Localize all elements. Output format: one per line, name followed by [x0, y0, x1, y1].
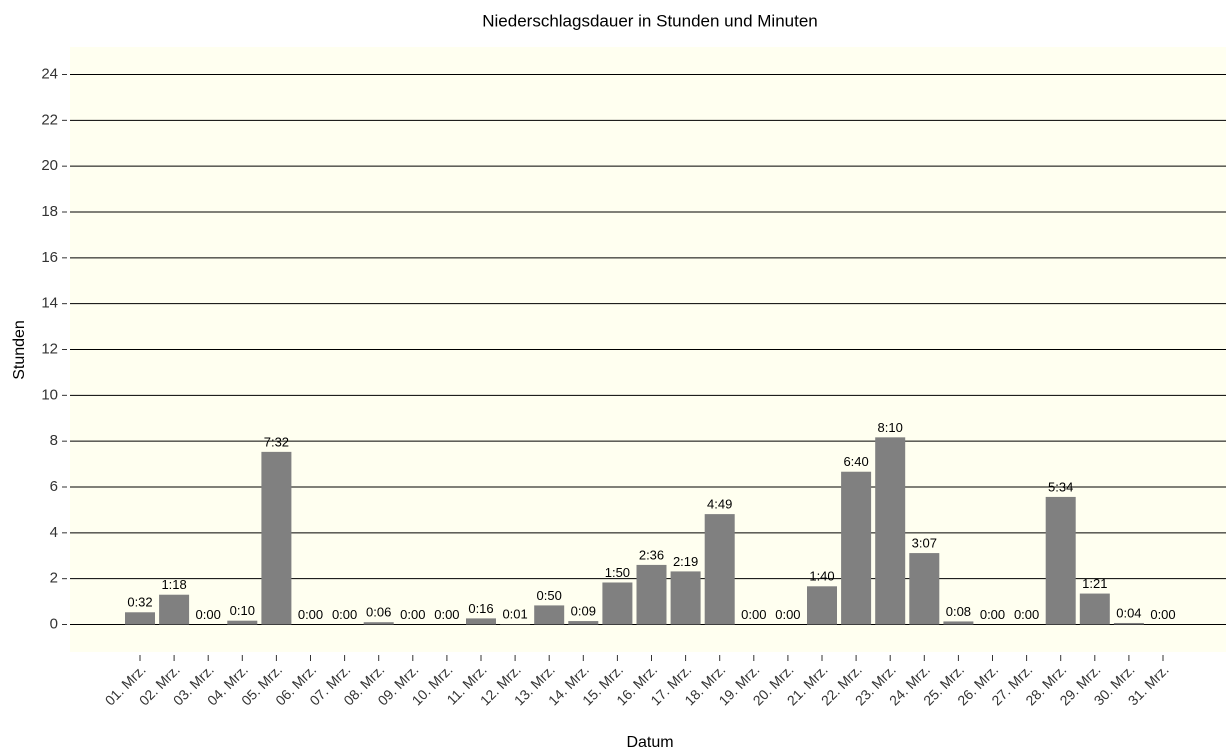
value-label: 1:21 — [1082, 576, 1107, 591]
value-label: 0:00 — [775, 607, 800, 622]
value-label: 0:00 — [196, 607, 221, 622]
x-axis-label: Datum — [626, 734, 673, 751]
value-label: 0:01 — [502, 607, 527, 622]
value-label: 1:18 — [161, 577, 186, 592]
bar — [807, 586, 837, 625]
bar — [875, 437, 906, 625]
value-label: 0:00 — [298, 607, 323, 622]
value-label: 4:49 — [707, 497, 732, 512]
value-label: 5:34 — [1048, 479, 1073, 494]
value-label: 0:50 — [537, 588, 562, 603]
bar — [943, 621, 974, 625]
bar — [534, 605, 565, 625]
value-label: 2:36 — [639, 547, 664, 562]
value-label: 0:00 — [741, 607, 766, 622]
value-label: 1:50 — [605, 565, 630, 580]
bar — [1079, 593, 1110, 625]
y-tick-label: 8 — [50, 432, 58, 449]
y-tick-label: 0 — [50, 615, 58, 632]
y-tick-label: 10 — [41, 386, 58, 403]
y-tick-label: 18 — [41, 203, 58, 220]
bar — [363, 622, 394, 625]
y-tick-label: 6 — [50, 478, 58, 495]
bar — [125, 612, 155, 625]
value-label: 0:09 — [571, 604, 596, 619]
bar — [841, 471, 872, 625]
y-tick-label: 14 — [41, 295, 58, 312]
bar — [636, 564, 667, 625]
bar — [568, 621, 599, 625]
value-label: 0:06 — [366, 605, 391, 620]
value-label: 7:32 — [264, 434, 289, 449]
value-label: 6:40 — [843, 454, 868, 469]
value-label: 8:10 — [878, 420, 903, 435]
value-label: 0:04 — [1116, 605, 1141, 620]
bar — [909, 553, 940, 625]
y-tick-label: 16 — [41, 249, 58, 266]
y-tick-label: 24 — [41, 65, 58, 82]
value-label: 0:00 — [1150, 607, 1175, 622]
y-tick-label: 22 — [41, 111, 58, 128]
bar — [670, 571, 701, 625]
y-tick-label: 4 — [50, 524, 58, 541]
value-label: 0:08 — [946, 604, 971, 619]
value-label: 1:40 — [809, 569, 834, 584]
value-label: 2:19 — [673, 554, 698, 569]
value-label: 0:32 — [127, 595, 152, 610]
bar — [159, 594, 190, 625]
value-label: 3:07 — [912, 536, 937, 551]
bar — [1045, 496, 1076, 625]
value-label: 0:00 — [1014, 607, 1039, 622]
y-tick-label: 12 — [41, 340, 58, 357]
y-tick-label: 20 — [41, 157, 58, 174]
bar — [227, 620, 258, 625]
value-label: 0:00 — [434, 607, 459, 622]
y-tick-label: 2 — [50, 570, 58, 587]
bar — [704, 514, 735, 625]
value-label: 0:10 — [230, 603, 255, 618]
chart-title: Niederschlagsdauer in Stunden und Minute… — [482, 11, 818, 30]
bar — [261, 451, 292, 625]
value-label: 0:00 — [400, 607, 425, 622]
value-label: 0:00 — [980, 607, 1005, 622]
bar — [602, 582, 633, 625]
y-axis-label: Stunden — [11, 320, 28, 380]
bar — [1113, 622, 1144, 625]
value-label: 0:00 — [332, 607, 357, 622]
bar — [466, 618, 496, 625]
value-label: 0:16 — [468, 601, 493, 616]
